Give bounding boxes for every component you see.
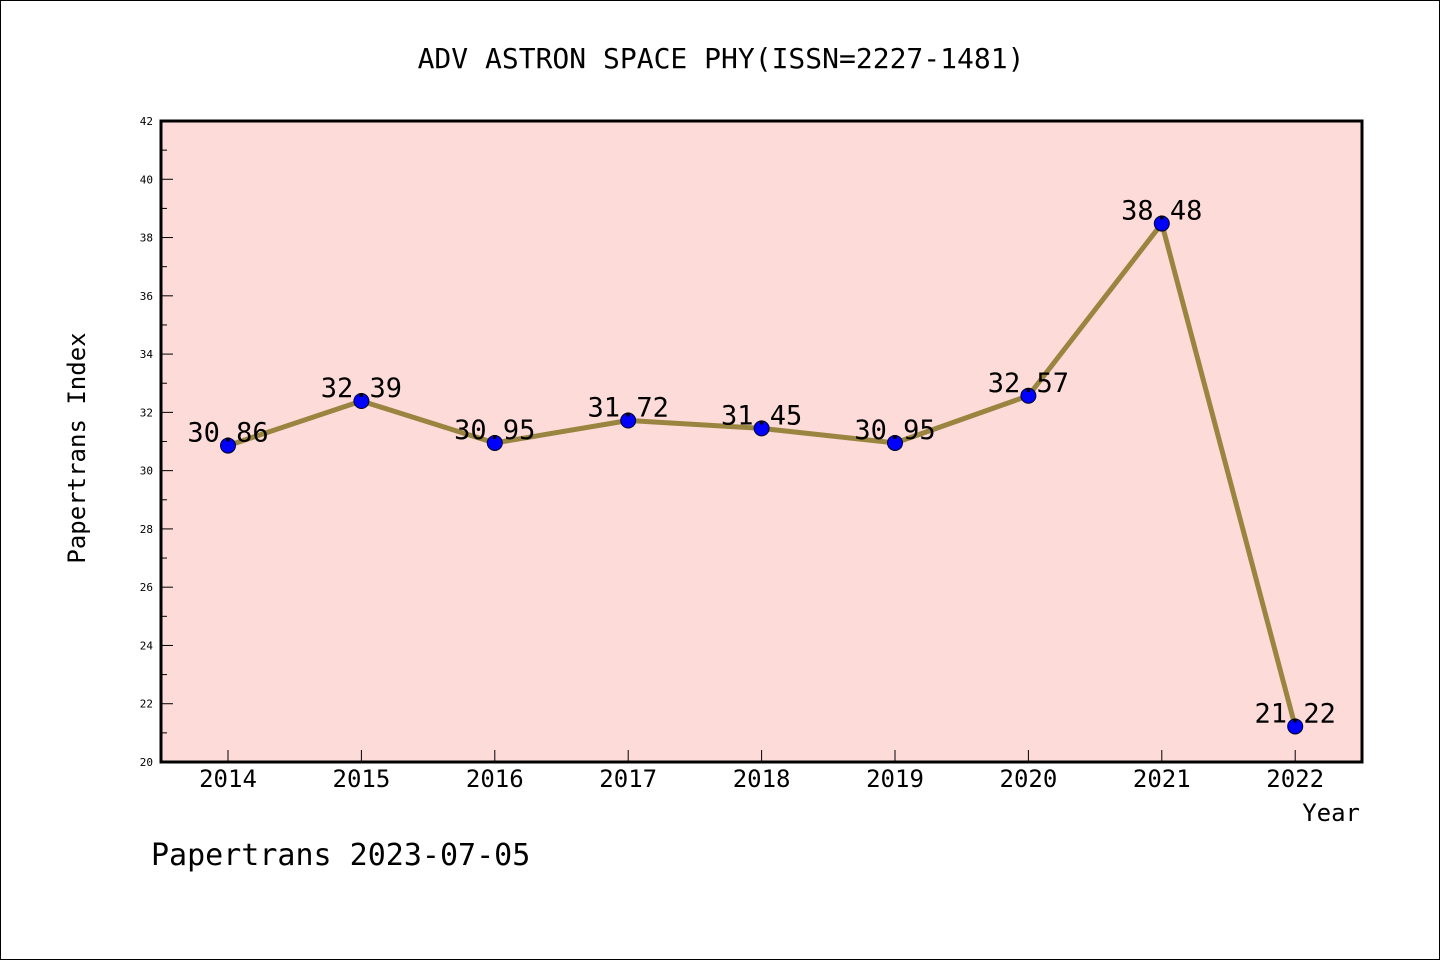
y-tick-label: 30	[140, 465, 153, 478]
data-label: 21.22	[1255, 698, 1336, 729]
x-tick-label: 2018	[733, 765, 791, 793]
data-labels: 30.86 32.39 30.95 31.72 31.45 30.95 32.57 38.48…	[187, 196, 1335, 730]
y-tick-label: 32	[140, 406, 153, 419]
data-label: 30.95	[454, 415, 535, 446]
x-tick-label: 2016	[466, 765, 524, 793]
y-tick-label: 42	[140, 115, 153, 128]
x-axis: 2014 2015 2016 2017 2018 2019 2020 2021 2022	[199, 750, 1324, 793]
x-tick-label: 2021	[1133, 765, 1191, 793]
x-tick-label: 2022	[1266, 765, 1324, 793]
data-label: 31.45	[721, 400, 802, 431]
x-tick-label: 2019	[866, 765, 924, 793]
x-tick-label: 2020	[1000, 765, 1058, 793]
data-label: 30.86	[187, 418, 268, 449]
data-label: 32.57	[988, 368, 1069, 399]
y-tick-label: 28	[140, 523, 153, 536]
y-axis: 20 22 24 26 28 30 32 34 36 38 40 42	[140, 115, 173, 769]
data-point	[620, 412, 637, 429]
data-point	[1153, 215, 1170, 232]
y-tick-label: 38	[140, 232, 153, 245]
y-tick-label: 36	[140, 290, 153, 303]
data-point	[1020, 387, 1037, 404]
chart-title: ADV ASTRON SPACE PHY(ISSN=2227-1481)	[418, 42, 1025, 75]
x-tick-label: 2014	[199, 765, 257, 793]
y-tick-label: 24	[140, 639, 154, 652]
y-axis-label: Papertrans Index	[63, 332, 91, 563]
data-point	[220, 437, 236, 454]
x-tick-label: 2017	[599, 765, 657, 793]
data-label: 30.95	[854, 415, 935, 446]
y-tick-label: 40	[140, 173, 153, 186]
data-markers	[220, 215, 1304, 735]
y-tick-label: 20	[140, 756, 153, 769]
data-point	[887, 434, 903, 451]
x-axis-label: Year	[1302, 799, 1360, 827]
x-tick-label: 2015	[333, 765, 391, 793]
y-tick-label: 22	[140, 698, 153, 711]
y-tick-label: 34	[140, 348, 154, 361]
data-label: 38.48	[1121, 196, 1202, 227]
data-point	[753, 420, 770, 437]
y-tick-label: 26	[140, 581, 153, 594]
data-point	[353, 393, 370, 410]
footer-credit: Papertrans 2023-07-05	[151, 838, 530, 873]
data-label: 31.72	[588, 393, 669, 424]
data-point	[486, 434, 503, 451]
data-point	[1287, 718, 1304, 735]
data-label: 32.39	[321, 373, 402, 404]
